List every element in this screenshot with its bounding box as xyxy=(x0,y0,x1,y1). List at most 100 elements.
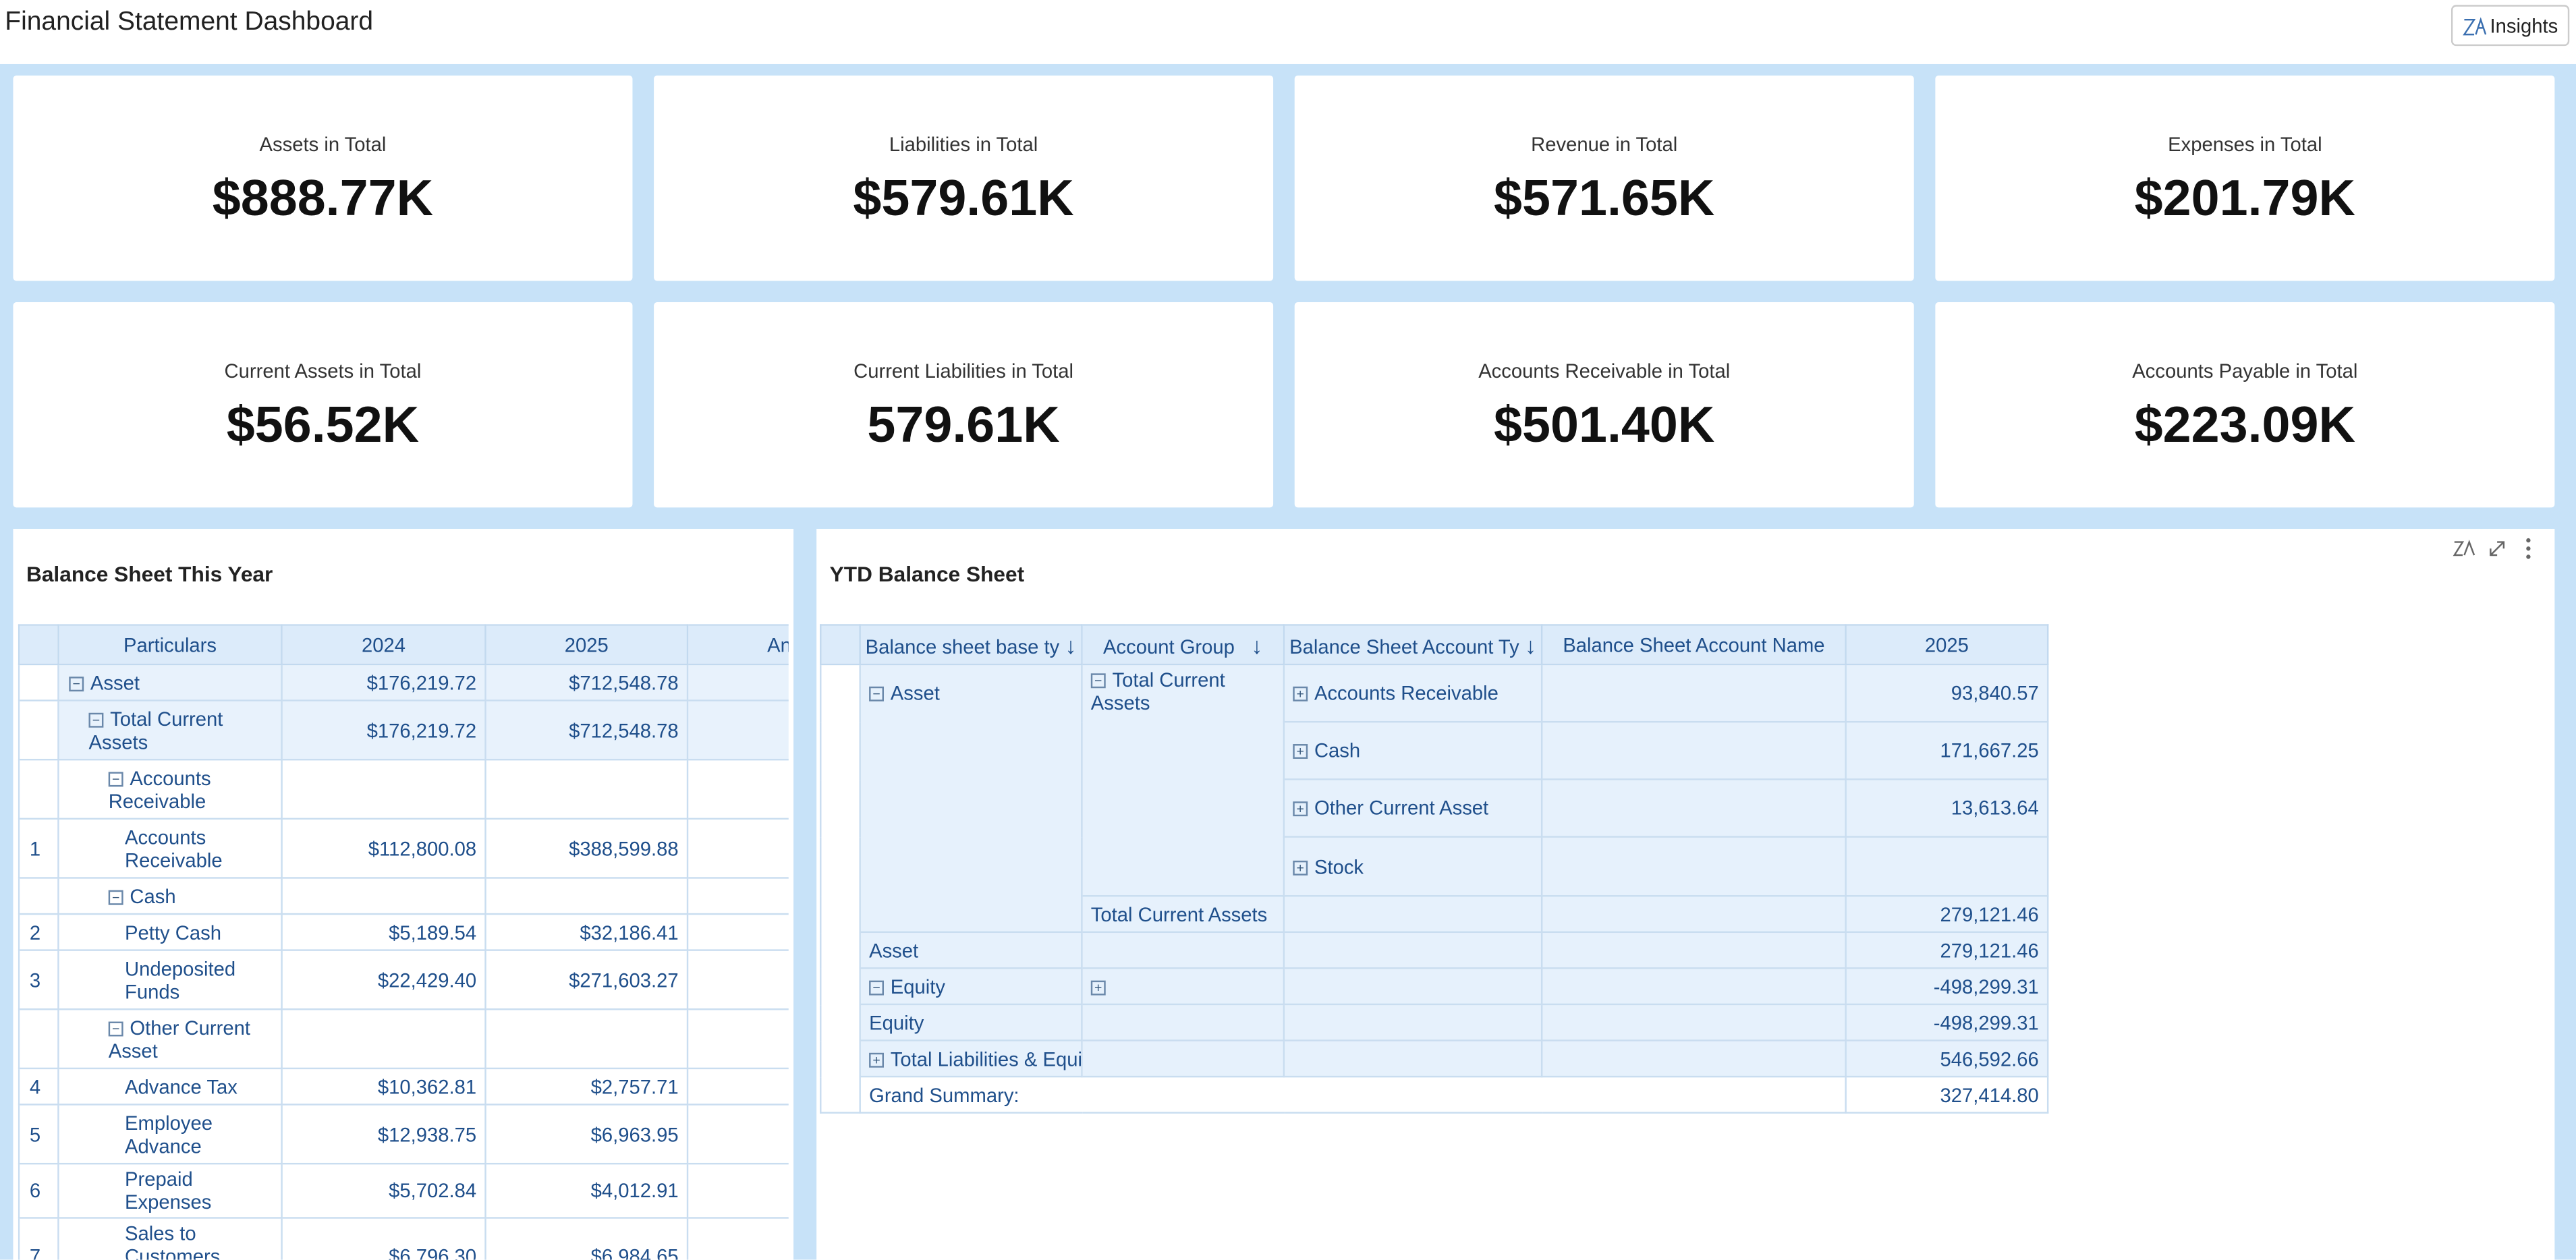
cell xyxy=(1540,836,1847,897)
cell[interactable]: + Cash xyxy=(1283,720,1543,780)
cell xyxy=(1540,967,1847,1006)
particular-text: Employee Advance xyxy=(125,1111,213,1157)
particular-cell[interactable]: − Asset xyxy=(57,663,283,701)
cell[interactable]: + Stock xyxy=(1283,836,1543,897)
particular-cell[interactable]: Advance Tax xyxy=(57,1067,283,1106)
particular-text: Asset xyxy=(90,670,140,694)
particular-text: Undeposited Funds xyxy=(125,956,236,1003)
expand-tool[interactable] xyxy=(2490,541,2505,556)
icon: + xyxy=(1293,744,1308,759)
particular-cell[interactable]: Undeposited Funds xyxy=(57,949,283,1010)
toggle-icon[interactable]: − xyxy=(69,675,84,691)
cell xyxy=(1283,931,1543,969)
col-header[interactable]: Particulars xyxy=(57,624,283,666)
cell[interactable]: − Total Current Assets xyxy=(1081,663,1285,897)
col-header[interactable]: Balance Sheet Account Name xyxy=(1540,624,1847,666)
right-panel: YTD Balance Sheet Balance sheet base ty … xyxy=(816,529,2555,1260)
value-cell xyxy=(484,758,689,820)
toggle-icon[interactable]: − xyxy=(108,1021,123,1036)
toggle-icon[interactable]: − xyxy=(108,889,123,905)
row-number xyxy=(18,877,59,915)
row-number: 6 xyxy=(18,1162,59,1219)
kpi-card[interactable]: Accounts Receivable in Total $501.40K xyxy=(1294,302,1914,508)
cell xyxy=(1540,895,1847,934)
particular-cell[interactable]: Sales to Customers (Cash) xyxy=(57,1217,283,1260)
particular-cell[interactable]: − Accounts Receivable xyxy=(57,758,283,820)
col-header[interactable]: Balance sheet base ty ↓ xyxy=(859,624,1083,666)
kpi-card[interactable]: Assets in Total $888.77K xyxy=(13,76,633,281)
icon: + xyxy=(1293,686,1308,701)
value-cell: $712,548.78 xyxy=(484,699,689,761)
particular-cell[interactable]: Employee Advance xyxy=(57,1104,283,1165)
cell: 93,840.57 xyxy=(1845,663,2049,723)
kpi-card[interactable]: Liabilities in Total $579.61K xyxy=(654,76,1274,281)
cell: Grand Summary: xyxy=(859,1075,1847,1114)
cell[interactable]: + Other Current Asset xyxy=(1283,778,1543,838)
icon: − xyxy=(1090,673,1106,689)
element: Balance sheet base ty ↓ Account Group ↓ … xyxy=(820,624,2049,666)
row-number xyxy=(18,663,59,701)
kpi-value: $579.61K xyxy=(853,169,1074,227)
kpi-card[interactable]: Revenue in Total $571.65K xyxy=(1294,76,1914,281)
value-cell: $10,362.81 xyxy=(281,1067,486,1106)
kpi-card[interactable]: Accounts Payable in Total $223.09K xyxy=(1935,302,2555,508)
col-header[interactable]: Balance Sheet Account Ty ↓ xyxy=(1283,624,1543,666)
particular-cell[interactable]: Prepaid Expenses xyxy=(57,1162,283,1219)
menu-tool[interactable] xyxy=(2526,538,2531,559)
col-header[interactable]: 2024 xyxy=(281,624,486,666)
col-header[interactable]: An xyxy=(686,624,789,666)
toggle-icon[interactable]: − xyxy=(108,771,123,786)
row: + Stock xyxy=(820,836,2049,897)
row: + Cash 171,667.25 xyxy=(820,720,2049,780)
particular-cell[interactable]: Accounts Receivable xyxy=(57,818,283,879)
cell xyxy=(1540,720,1847,780)
header-row: Balance sheet base ty ↓ Account Group ↓ … xyxy=(820,624,2049,666)
row-number: 4 xyxy=(18,1067,59,1106)
panel-title: Balance Sheet This Year xyxy=(26,561,273,587)
particular-cell[interactable]: − Cash xyxy=(57,877,283,915)
toggle-icon[interactable]: − xyxy=(88,712,104,727)
icon: − xyxy=(869,686,885,701)
row: 4 Advance Tax $10,362.81 $2,757.71 xyxy=(18,1067,789,1106)
value-cell: $6,963.95 xyxy=(484,1104,689,1165)
kpi-card[interactable]: Expenses in Total $201.79K xyxy=(1935,76,2555,281)
value-cell xyxy=(281,1008,486,1070)
col-header[interactable]: Account Group ↓ xyxy=(1081,624,1285,666)
cell: 13,613.64 xyxy=(1845,778,2049,838)
kpi-card[interactable]: Current Liabilities in Total 579.61K xyxy=(654,302,1274,508)
particular-cell[interactable]: Petty Cash xyxy=(57,913,283,951)
icon: + xyxy=(1293,859,1308,875)
cell[interactable]: + Accounts Receivable xyxy=(1283,663,1543,723)
row: Grand Summary: 327,414.80 xyxy=(820,1075,2049,1114)
kpi-card[interactable]: Current Assets in Total $56.52K xyxy=(13,302,633,508)
value-cell xyxy=(686,877,789,915)
insights-button[interactable]: Insights xyxy=(2451,5,2570,47)
particular-cell[interactable]: − Total Current Assets xyxy=(57,699,283,761)
value-cell: $12,938.75 xyxy=(281,1104,486,1165)
cell xyxy=(1081,1003,1285,1041)
value-cell: $22,429.40 xyxy=(281,949,486,1010)
cell-text: Equity xyxy=(890,975,945,998)
cell[interactable]: − Asset xyxy=(859,663,1083,934)
value-cell: $388,599.88 xyxy=(484,818,689,879)
row: − Cash xyxy=(18,877,789,915)
insight-tool[interactable] xyxy=(2453,540,2475,556)
value-cell xyxy=(484,1008,689,1070)
col-header[interactable]: 2025 xyxy=(484,624,689,666)
particular-cell[interactable]: − Other Current Asset xyxy=(57,1008,283,1070)
row: + Total Liabilities & Equit 546,592.66 xyxy=(820,1039,2049,1078)
cell[interactable]: + xyxy=(1081,967,1285,1006)
cell-text: Asset xyxy=(890,681,940,705)
cell-text: Cash xyxy=(1314,739,1361,762)
kpi-value: $501.40K xyxy=(1494,395,1715,454)
row: − Asset − Total Current Assets + Accounts R… xyxy=(820,663,2049,1114)
row-number: 2 xyxy=(18,913,59,951)
cell[interactable]: − Equity xyxy=(859,967,1083,1006)
col-header[interactable]: 2025 xyxy=(1845,624,2049,666)
row: 7 Sales to Customers (Cash) $6,796.30$6,98… xyxy=(18,1217,789,1260)
cell-text: Total Current Assets xyxy=(1090,668,1225,715)
cell: Total Current Assets xyxy=(1081,895,1285,934)
cell[interactable]: + Total Liabilities & Equit xyxy=(859,1039,1083,1078)
sort-icon: ↓ xyxy=(1065,631,1077,658)
